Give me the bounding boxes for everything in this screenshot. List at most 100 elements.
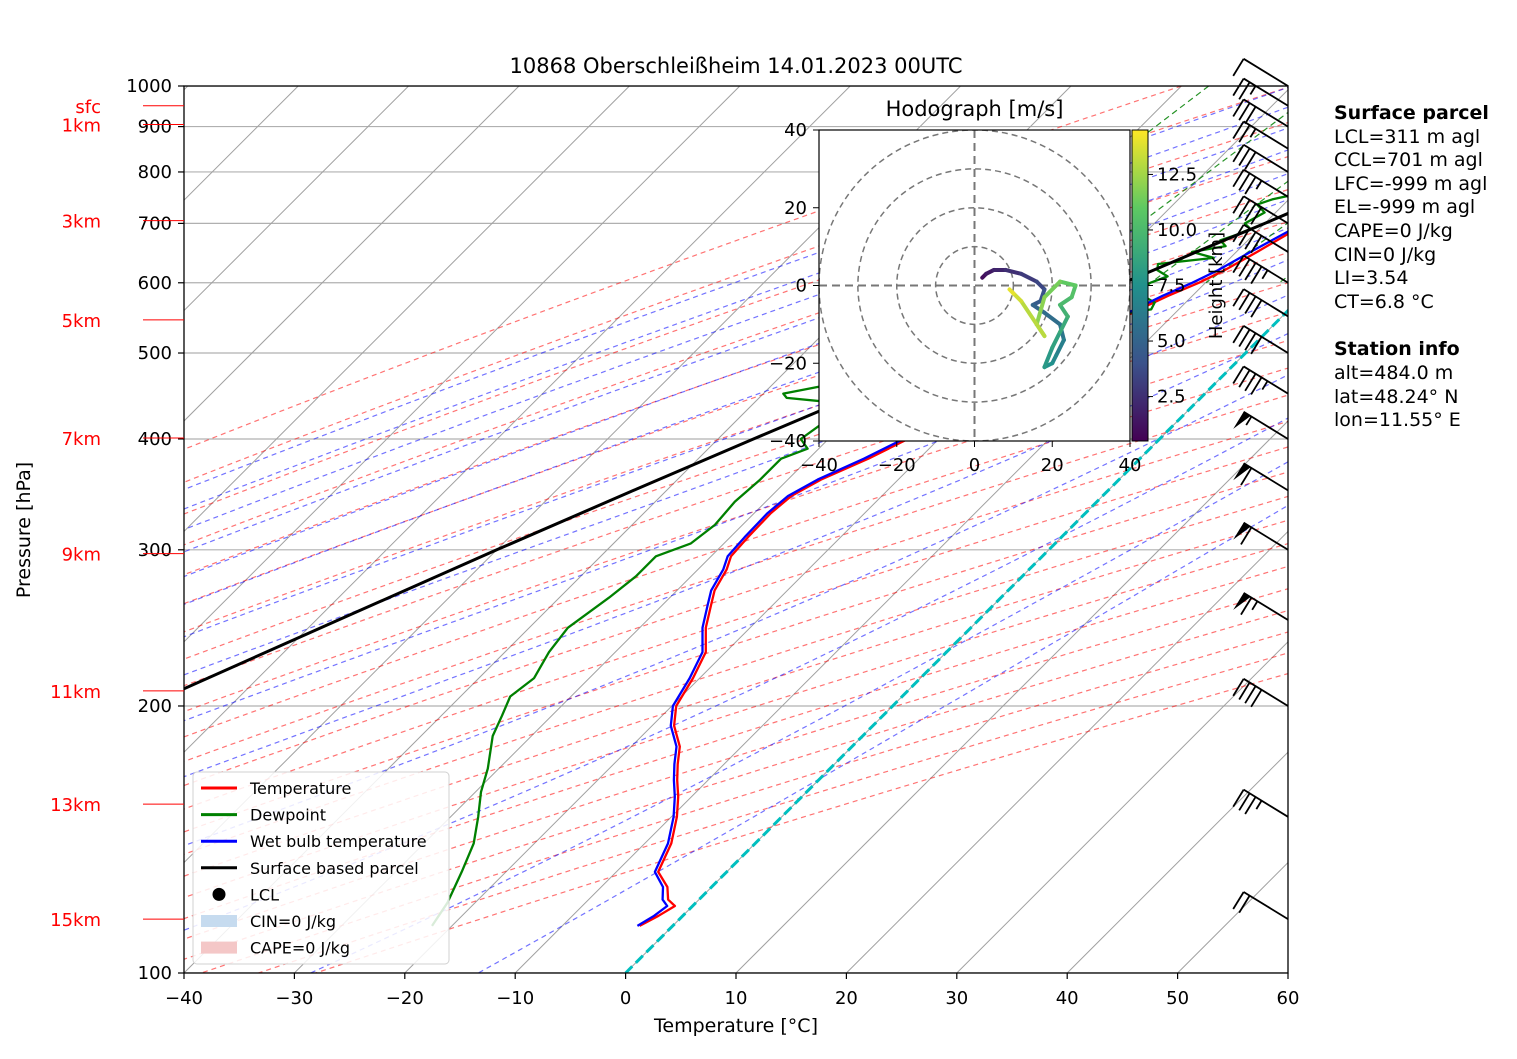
hodo-segment bbox=[1042, 310, 1063, 327]
legend-label: Surface based parcel bbox=[250, 859, 419, 878]
parcel-line: LFC=-999 m agl bbox=[1334, 172, 1488, 195]
isotherm-line bbox=[735, 420, 1288, 973]
chart-title: 10868 Oberschleißheim 14.01.2023 00UTC bbox=[510, 54, 963, 78]
dry-adiabat bbox=[184, 311, 1288, 687]
lcl-marker bbox=[1507, 111, 1517, 124]
dry-adiabat bbox=[184, 446, 1288, 810]
y-tick-label: 400 bbox=[138, 429, 172, 450]
moist-adiabat bbox=[184, 294, 1288, 722]
height-label: 1km bbox=[62, 115, 101, 136]
hodo-segment bbox=[1042, 345, 1055, 370]
barb-staff bbox=[1243, 144, 1289, 173]
legend-swatch bbox=[201, 941, 237, 954]
barb-flag bbox=[1238, 199, 1251, 218]
hodo-x-tick-label: 0 bbox=[969, 455, 980, 476]
barb-pennant bbox=[1233, 463, 1251, 481]
isotherm-line bbox=[184, 86, 741, 643]
hodo-segment bbox=[1019, 271, 1039, 284]
barb-flag bbox=[1250, 299, 1263, 318]
x-tick-label: −20 bbox=[386, 988, 424, 1009]
barb-half-flag bbox=[1255, 180, 1263, 190]
barb-staff bbox=[1243, 195, 1289, 225]
y-axis-label: Pressure [hPa] bbox=[13, 462, 35, 598]
barb-half-flag bbox=[1261, 269, 1269, 280]
hodo-y-tick-label: −40 bbox=[769, 431, 807, 452]
colorbar-tick-label: 7.5 bbox=[1157, 276, 1186, 297]
wind-barb bbox=[1232, 120, 1289, 150]
barb-flag bbox=[1232, 365, 1245, 384]
y-tick-label: 600 bbox=[138, 273, 172, 294]
barb-staff bbox=[1243, 77, 1289, 107]
barb-flag bbox=[1232, 78, 1245, 97]
parcel-line: EL=-999 m agl bbox=[1334, 196, 1476, 219]
barb-staff bbox=[1243, 365, 1289, 395]
barb-pennant bbox=[1233, 411, 1251, 429]
barb-flag bbox=[1232, 789, 1245, 808]
barb-pennant bbox=[1233, 592, 1251, 610]
height-label: 7km bbox=[62, 429, 101, 450]
hodo-x-tick-label: −40 bbox=[800, 455, 838, 476]
hodo-segment bbox=[1058, 302, 1070, 319]
wind-barb bbox=[1232, 77, 1289, 107]
hodo-segment bbox=[1007, 287, 1016, 296]
barb-staff bbox=[1243, 288, 1289, 318]
barb-flag bbox=[1232, 120, 1245, 139]
hodo-y-tick-label: 40 bbox=[784, 120, 807, 141]
moist-adiabat bbox=[184, 259, 1288, 676]
hodo-segment bbox=[1069, 283, 1078, 300]
hodo-ring bbox=[857, 168, 1092, 403]
barb-flag bbox=[1250, 689, 1263, 708]
hodo-y-tick-label: 0 bbox=[796, 276, 807, 297]
x-tick-label: 10 bbox=[725, 988, 748, 1009]
moist-adiabat bbox=[184, 417, 1288, 931]
wind-barb bbox=[1232, 223, 1289, 254]
barb-flag bbox=[1244, 796, 1257, 815]
moist-adiabat bbox=[184, 332, 1288, 778]
barb-flag bbox=[1232, 98, 1245, 117]
colorbar-tick-label: 2.5 bbox=[1157, 387, 1186, 408]
barb-half-flag bbox=[1255, 800, 1263, 810]
side-panel: Surface parcel LCL=311 m agl CCL=701 m a… bbox=[1334, 102, 1489, 433]
x-tick-label: −10 bbox=[496, 988, 534, 1009]
hodo-background bbox=[819, 130, 1130, 441]
barb-flag bbox=[1238, 227, 1251, 246]
barb-flag bbox=[1232, 58, 1245, 77]
barb-flag bbox=[1244, 332, 1257, 351]
barb-staff bbox=[1243, 891, 1289, 920]
y-tick-label: 300 bbox=[138, 540, 172, 561]
colorbar-tick-label: 12.5 bbox=[1157, 164, 1197, 185]
y-tick-label: 200 bbox=[138, 696, 172, 717]
height-label: 15km bbox=[50, 910, 101, 931]
barb-flag bbox=[1238, 81, 1251, 100]
moist-adiabat bbox=[184, 127, 1288, 531]
dry-adiabat bbox=[184, 609, 1288, 960]
barb-flag bbox=[1244, 231, 1257, 250]
x-tick-label: −40 bbox=[165, 988, 203, 1009]
x-tick-label: 30 bbox=[945, 988, 968, 1009]
x-tick-label: 0 bbox=[620, 988, 631, 1009]
barb-staff bbox=[1243, 678, 1289, 707]
hodo-segment bbox=[1003, 267, 1024, 276]
barb-flag bbox=[1238, 369, 1251, 388]
x-tick-label: 50 bbox=[1166, 988, 1189, 1009]
barb-flag bbox=[1238, 172, 1251, 191]
parcel-line: CAPE=0 J/kg bbox=[1334, 219, 1453, 242]
barb-flag bbox=[1238, 102, 1251, 121]
height-label: 9km bbox=[62, 545, 101, 566]
wind-barb bbox=[1233, 521, 1289, 551]
x-tick-label: 20 bbox=[835, 988, 858, 1009]
height-label: sfc bbox=[75, 97, 101, 118]
wind-barb bbox=[1232, 288, 1289, 318]
barb-half-flag bbox=[1245, 416, 1253, 426]
barb-flag bbox=[1250, 235, 1263, 254]
colorbar-label: Height [km] bbox=[1206, 232, 1227, 339]
parcel-line: LCL=311 m agl bbox=[1334, 125, 1481, 148]
height-label: 5km bbox=[62, 311, 101, 332]
barb-flag bbox=[1232, 678, 1245, 697]
parcel-line: CIN=0 J/kg bbox=[1334, 243, 1437, 266]
hodo-segment bbox=[1050, 330, 1063, 350]
barb-flag bbox=[1232, 255, 1245, 274]
y-tick-label: 700 bbox=[138, 213, 172, 234]
moist-adiabat bbox=[310, 461, 1288, 973]
dry-adiabat bbox=[184, 420, 1288, 787]
